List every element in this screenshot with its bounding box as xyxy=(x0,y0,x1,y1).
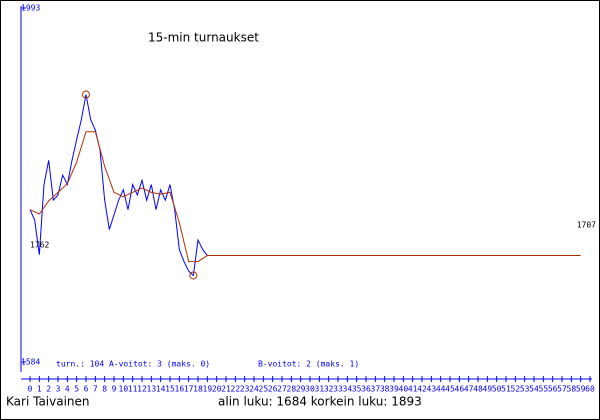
x-tick-label: 6 xyxy=(84,385,89,394)
x-tick-label: 50 xyxy=(492,385,502,394)
x-tick-label: 31 xyxy=(315,385,325,394)
annotation: 1762 xyxy=(30,241,49,250)
x-tick-label: 4 xyxy=(65,385,70,394)
x-tick-label: 34 xyxy=(343,385,353,394)
x-tick-label: 59 xyxy=(576,385,586,394)
x-tick-label: 21 xyxy=(221,385,231,394)
x-tick-label: 47 xyxy=(464,385,474,394)
x-tick-label: 14 xyxy=(156,385,166,394)
x-tick-label: 0 xyxy=(28,385,33,394)
x-tick-label: 49 xyxy=(483,385,493,394)
x-tick-label: 16 xyxy=(175,385,185,394)
chart-title: 15-min turnaukset xyxy=(148,31,259,45)
x-tick-label: 3 xyxy=(56,385,61,394)
x-tick-label: 45 xyxy=(445,385,455,394)
x-tick-label: 15 xyxy=(165,385,175,394)
x-tick-label: 39 xyxy=(389,385,399,394)
extreme-marker xyxy=(189,271,198,280)
extreme-marker xyxy=(82,90,90,99)
x-tick-label: 23 xyxy=(240,385,250,394)
x-tick-label: 7 xyxy=(93,385,98,394)
x-tick-label: 46 xyxy=(455,385,465,394)
x-tick-label: 57 xyxy=(557,385,567,394)
series-line xyxy=(29,131,581,263)
y-tick-label: 1993 xyxy=(21,4,40,13)
annotation: 1707 xyxy=(577,221,596,230)
x-tick-label: 30 xyxy=(305,385,315,394)
stats-b: B-voitot: 2 (maks. 1) xyxy=(258,360,359,369)
x-tick-label: 60 xyxy=(585,385,595,394)
x-tick-label: 18 xyxy=(193,385,203,394)
x-tick-label: 48 xyxy=(473,385,483,394)
x-tick-label: 5 xyxy=(74,385,79,394)
x-tick-label: 26 xyxy=(268,385,278,394)
x-tick-label: 29 xyxy=(296,385,306,394)
x-tick-label: 54 xyxy=(529,385,539,394)
x-tick-label: 17 xyxy=(184,385,194,394)
y-tick-label: 1584 xyxy=(21,358,40,367)
x-tick-label: 51 xyxy=(501,385,511,394)
x-tick-label: 52 xyxy=(511,385,521,394)
x-tick-label: 13 xyxy=(147,385,157,394)
x-tick-label: 25 xyxy=(259,385,269,394)
x-tick-label: 27 xyxy=(277,385,287,394)
x-tick-label: 37 xyxy=(371,385,381,394)
x-tick-label: 24 xyxy=(249,385,259,394)
x-tick-label: 58 xyxy=(567,385,577,394)
x-tick-label: 32 xyxy=(324,385,334,394)
x-tick-label: 20 xyxy=(212,385,222,394)
x-tick-label: 22 xyxy=(231,385,241,394)
x-tick-label: 1 xyxy=(37,385,42,394)
x-tick-label: 36 xyxy=(361,385,371,394)
x-tick-label: 19 xyxy=(203,385,213,394)
x-tick-label: 12 xyxy=(137,385,147,394)
x-tick-label: 38 xyxy=(380,385,390,394)
x-tick-label: 56 xyxy=(548,385,558,394)
x-tick-label: 40 xyxy=(399,385,409,394)
x-tick-label: 8 xyxy=(102,385,107,394)
x-tick-label: 41 xyxy=(408,385,418,394)
x-tick-label: 28 xyxy=(287,385,297,394)
stats: turn.: 104 A-voitot: 3 (maks. 0) xyxy=(56,360,210,369)
x-tick-label: 42 xyxy=(417,385,427,394)
x-tick-label: 9 xyxy=(112,385,117,394)
series-line xyxy=(29,94,208,277)
x-tick-label: 10 xyxy=(119,385,129,394)
x-tick-label: 35 xyxy=(352,385,362,394)
x-tick-label: 44 xyxy=(436,385,446,394)
author: Kari Taivainen xyxy=(6,395,90,409)
footer: alin luku: 1684 korkein luku: 1893 xyxy=(218,395,422,409)
x-tick-label: 33 xyxy=(333,385,343,394)
x-tick-label: 55 xyxy=(539,385,549,394)
x-tick-label: 53 xyxy=(520,385,530,394)
x-tick-label: 43 xyxy=(427,385,437,394)
x-tick-label: 2 xyxy=(46,385,51,394)
x-tick-label: 11 xyxy=(128,385,138,394)
